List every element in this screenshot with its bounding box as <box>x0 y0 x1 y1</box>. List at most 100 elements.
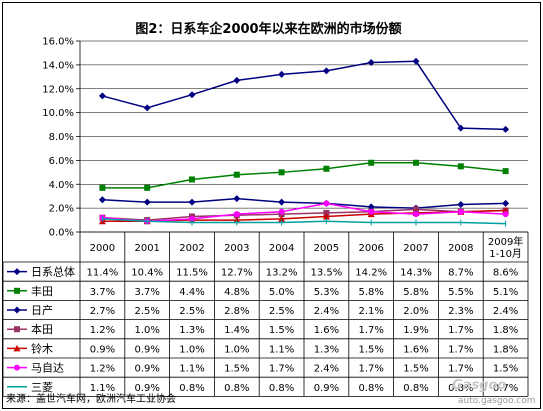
data-table-value: 5.3% <box>314 287 339 298</box>
y-tick-label: 6.0% <box>49 156 74 167</box>
x-tick-label: 2004 <box>269 243 294 254</box>
data-point <box>98 92 106 100</box>
data-point <box>457 163 464 170</box>
legend-series-name: 日产 <box>31 303 53 317</box>
data-point <box>278 169 285 176</box>
x-tick-label: 2001 <box>134 243 159 254</box>
data-table-value: 5.1% <box>493 287 518 298</box>
data-point <box>322 67 330 75</box>
data-table-value: 13.5% <box>311 268 343 279</box>
data-table-value: 5.5% <box>448 287 473 298</box>
data-table-value: 5.8% <box>358 287 383 298</box>
gasgoo-watermark: Gasgoo <box>452 378 507 393</box>
data-table-value: 2.1% <box>358 306 383 317</box>
data-table-value: 10.4% <box>131 268 163 279</box>
data-point <box>412 57 420 65</box>
data-table-value: 1.1% <box>269 344 294 355</box>
data-table-value: 1.5% <box>493 364 518 375</box>
data-table-value: 1.8% <box>493 325 518 336</box>
data-point <box>278 215 286 222</box>
data-point <box>233 195 241 203</box>
data-table-value: 13.2% <box>266 268 298 279</box>
data-table-value: 2.4% <box>493 306 518 317</box>
data-table-value: 1.2% <box>90 364 115 375</box>
data-point <box>322 212 330 220</box>
x-tick-label: 2000 <box>90 243 115 254</box>
data-table-value: 2.3% <box>448 306 473 317</box>
y-tick-label: 4.0% <box>49 180 74 191</box>
data-table-value: 1.0% <box>224 344 249 355</box>
data-table-value: 2.7% <box>90 306 115 317</box>
y-tick-label: 8.0% <box>49 132 74 143</box>
data-table-value: 12.7% <box>221 268 253 279</box>
data-table-value: 2.4% <box>314 306 339 317</box>
x-tick-label: 2002 <box>179 243 204 254</box>
y-tick-label: 10.0% <box>42 108 74 119</box>
series-line <box>102 208 506 221</box>
data-table-value: 3.7% <box>134 287 159 298</box>
data-table-value: 0.9% <box>134 344 159 355</box>
x-tick-label: 2003 <box>224 243 249 254</box>
data-point <box>502 199 510 207</box>
chart-title: 图2：日系车企2000年以来在欧洲的市场份额 <box>135 22 402 37</box>
data-table-value: 2.4% <box>314 364 339 375</box>
source-note: 来源：盖世汽车网，欧洲汽车工业协会 <box>6 394 176 405</box>
series-line <box>102 197 506 209</box>
data-table-value: 0.9% <box>134 383 159 394</box>
data-table-value: 8.7% <box>448 268 473 279</box>
data-point <box>323 209 330 216</box>
data-point <box>323 165 330 172</box>
x-tick-label: 1-10月 <box>489 248 522 260</box>
data-point <box>188 91 196 99</box>
legend-series-name: 丰田 <box>31 285 53 298</box>
data-table-value: 1.4% <box>224 325 249 336</box>
data-table-value: 0.7% <box>493 383 518 394</box>
data-point <box>323 200 330 207</box>
data-point <box>233 211 240 218</box>
data-table-value: 3.7% <box>90 287 115 298</box>
data-table-value: 1.7% <box>269 364 294 375</box>
data-point <box>188 198 196 206</box>
legend-key-marker <box>13 344 21 352</box>
data-table-value: 1.6% <box>314 325 339 336</box>
data-table-value: 1.5% <box>224 364 249 375</box>
data-table-value: 1.1% <box>179 364 204 375</box>
data-point <box>98 196 106 204</box>
data-point <box>233 76 241 84</box>
data-point <box>502 125 510 133</box>
data-table-value: 8.6% <box>493 268 518 279</box>
data-point <box>278 208 285 215</box>
legend-series-name: 三菱 <box>31 381 53 394</box>
data-point <box>233 171 240 178</box>
data-point <box>457 201 465 209</box>
data-table-value: 4.8% <box>224 287 249 298</box>
data-table-value: 0.9% <box>314 383 339 394</box>
y-tick-label: 0.0% <box>49 228 74 239</box>
data-table-value: 0.8% <box>179 383 204 394</box>
data-table-value: 0.8% <box>403 383 428 394</box>
data-point <box>413 211 419 218</box>
data-table-value: 2.5% <box>179 306 204 317</box>
legend-key-marker <box>14 364 20 371</box>
series-line <box>102 162 506 189</box>
legend-key-marker <box>13 306 21 314</box>
data-table-value: 11.4% <box>87 268 119 279</box>
data-table-value: 1.2% <box>90 325 115 336</box>
data-point <box>143 104 151 112</box>
data-table-value: 2.0% <box>403 306 428 317</box>
data-point <box>502 168 509 175</box>
data-table-value: 5.8% <box>403 287 428 298</box>
data-table-value: 1.6% <box>403 344 428 355</box>
data-table-value: 1.5% <box>358 344 383 355</box>
y-tick-label: 14.0% <box>42 60 74 71</box>
data-table-value: 1.7% <box>358 325 383 336</box>
data-table-value: 1.3% <box>179 325 204 336</box>
data-table-value: 2.5% <box>269 306 294 317</box>
data-point <box>367 58 375 66</box>
data-table-value: 1.9% <box>403 325 428 336</box>
data-table-value: 0.9% <box>134 364 159 375</box>
data-table-value: 1.3% <box>314 344 339 355</box>
watermark-url: auto.gasgoo.com <box>458 396 536 406</box>
data-point <box>368 159 375 166</box>
data-table-value: 0.8% <box>224 383 249 394</box>
